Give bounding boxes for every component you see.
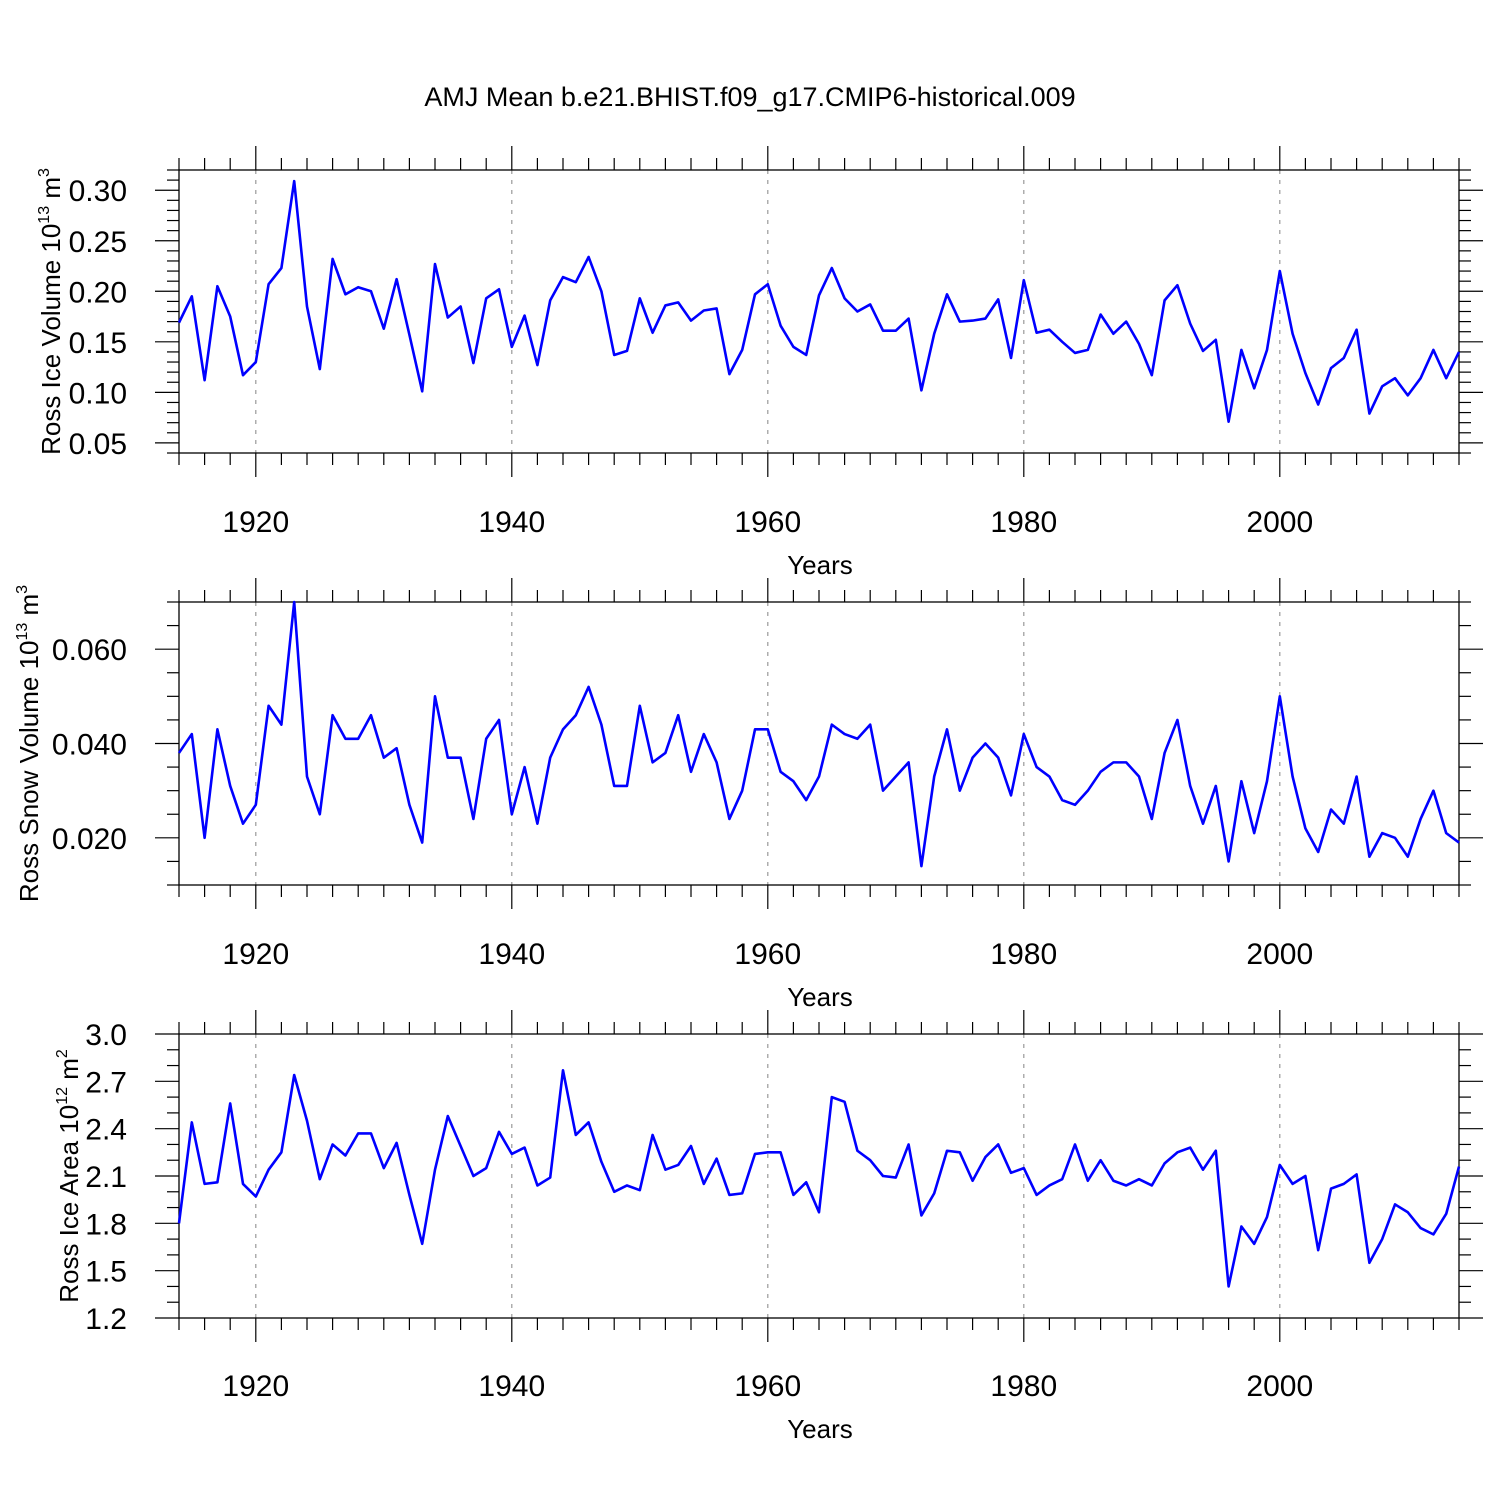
y-axis-title: Ross Ice Area 1012 m2 [54,1049,84,1303]
chart-title: AMJ Mean b.e21.BHIST.f09_g17.CMIP6-histo… [424,82,1075,112]
x-tick-label: 1920 [222,1370,289,1403]
x-tick-label: 1960 [734,506,801,539]
x-tick-label: 1980 [990,1370,1057,1403]
x-tick-label: 1940 [478,1370,545,1403]
y-tick-label: 1.2 [85,1303,127,1336]
y-tick-label: 2.1 [85,1161,127,1194]
x-tick-label: 2000 [1246,506,1313,539]
y-tick-label: 2.7 [85,1066,127,1099]
y-axis-title: Ross Ice Volume 1013 m3 [36,168,66,455]
x-axis-title: Years [787,982,853,1012]
y-tick-label: 0.10 [69,377,127,410]
y-tick-label: 0.020 [52,823,127,856]
y-tick-label: 1.5 [85,1256,127,1289]
y-tick-label: 1.8 [85,1208,127,1241]
series-line [177,1068,1461,1288]
y-tick-label: 0.060 [52,634,127,667]
x-tick-label: 1980 [990,506,1057,539]
y-tick-label: 0.15 [69,327,127,360]
plot-frame [178,1033,1460,1319]
y-tick-label: 0.30 [69,175,127,208]
y-tick-label: 0.25 [69,226,127,259]
plot-frame [178,601,1460,886]
y-tick-label: 0.20 [69,276,127,309]
y-tick-label: 0.040 [52,729,127,762]
x-axis-title: Years [787,550,853,580]
y-axis-title: Ross Snow Volume 1013 m3 [14,585,44,902]
plot-frame [178,169,1460,454]
x-tick-label: 1960 [734,938,801,971]
x-tick-label: 1960 [734,1370,801,1403]
series-line [177,600,1460,868]
panel-3: 1.2 1.5 1.8 2.1 2.4 2.7 3.0 1920 1940 1960 1980 200… [54,1010,1483,1444]
x-tick-label: 1940 [478,938,545,971]
panel-1: 0.05 0.10 0.15 0.20 0.25 0.30 1920 1940 1960 1980… [36,146,1483,580]
x-tick-label: 1980 [990,938,1057,971]
x-axis-title: Years [787,1414,853,1444]
panel-2: 0.020 0.040 0.060 1920 1940 1960 1980 2000 Years… [14,578,1483,1012]
y-tick-label: 3.0 [85,1019,127,1052]
x-tick-label: 2000 [1246,938,1313,971]
y-tick-label: 2.4 [85,1114,127,1147]
series-line [177,179,1461,423]
x-tick-label: 2000 [1246,1370,1313,1403]
x-tick-label: 1940 [478,506,545,539]
x-tick-label: 1920 [222,938,289,971]
x-tick-label: 1920 [222,506,289,539]
y-tick-label: 0.05 [69,428,127,461]
